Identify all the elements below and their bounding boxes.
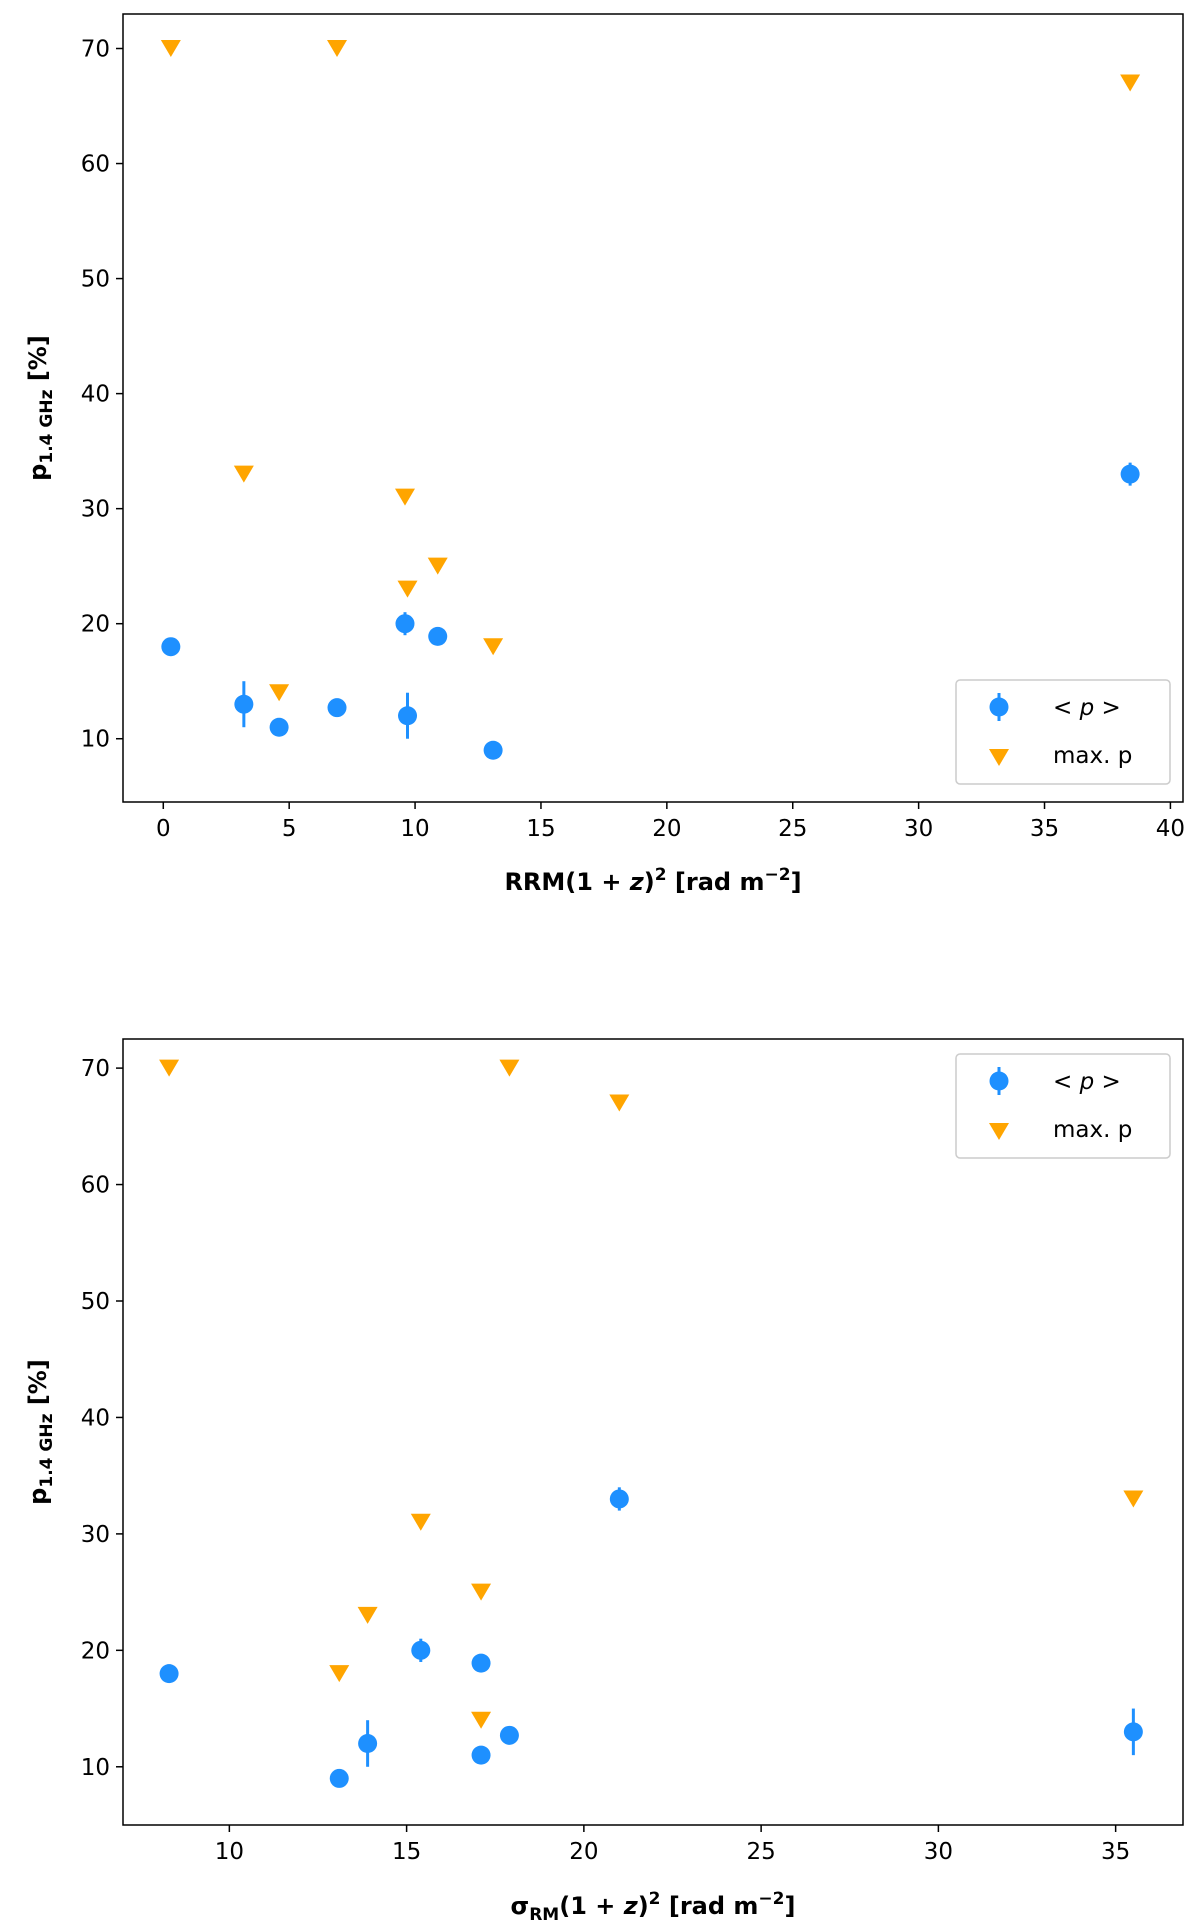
- data-point-mean-p: [499, 1725, 519, 1745]
- x-tick-label: 10: [215, 1839, 244, 1865]
- data-point-max-p: [1123, 1490, 1144, 1508]
- x-tick-label: 30: [904, 816, 933, 842]
- x-tick-label: 35: [1030, 816, 1059, 842]
- data-point-mean-p: [1123, 1722, 1143, 1742]
- data-point-mean-p: [428, 626, 448, 646]
- x-tick-label: 0: [156, 816, 171, 842]
- y-tick-label: 10: [81, 727, 110, 753]
- data-point-mean-p: [358, 1733, 378, 1753]
- data-point-max-p: [233, 465, 254, 483]
- axis-ticks: 10 15 20 25 30 35 10 20 30 40 50 60 70: [81, 1056, 1131, 1865]
- data-point-max-p: [471, 1711, 492, 1729]
- data-point-max-p: [499, 1059, 520, 1077]
- legend: < p > max. p: [955, 679, 1171, 785]
- legend-marker-mean-p: [989, 697, 1009, 717]
- data-markers: [160, 40, 1141, 760]
- y-tick-label: 10: [81, 1755, 110, 1781]
- x-tick-label: 25: [746, 1839, 775, 1865]
- x-tick-label: 20: [569, 1839, 598, 1865]
- x-axis-label: RRM(1 + z)2 [rad m−2]: [504, 865, 801, 896]
- legend-box: [955, 679, 1171, 785]
- data-point-max-p: [397, 580, 418, 598]
- chart-top-rrm: 0 5 10 15 20 25 30 35 40 10 20 30 40 50 60 70 p1.4 GHz …: [24, 13, 1185, 896]
- data-point-mean-p: [1120, 464, 1140, 484]
- x-tick-label: 15: [392, 1839, 421, 1865]
- data-point-mean-p: [269, 717, 289, 737]
- data-point-mean-p: [234, 694, 254, 714]
- data-point-mean-p: [327, 698, 347, 718]
- data-point-max-p: [160, 40, 181, 58]
- y-tick-label: 60: [81, 1173, 110, 1199]
- plot-frame: [122, 1038, 1184, 1826]
- legend-marker-max-p: [989, 1123, 1009, 1140]
- x-tick-label: 10: [400, 816, 429, 842]
- x-tick-label: 20: [652, 816, 681, 842]
- x-tick-label: 5: [282, 816, 297, 842]
- data-markers: [159, 1059, 1144, 1788]
- data-point-mean-p: [483, 740, 503, 760]
- y-tick-label: 20: [81, 612, 110, 638]
- y-tick-label: 70: [81, 37, 110, 63]
- x-axis-label: σRM(1 + z)2 [rad m−2]: [511, 1889, 796, 1925]
- legend-label-max-p: max. p: [1053, 743, 1132, 769]
- axis-ticks: 0 5 10 15 20 25 30 35 40 10 20 30 40 50 60 70: [81, 37, 1185, 842]
- data-point-max-p: [159, 1059, 180, 1077]
- data-point-mean-p: [159, 1664, 179, 1684]
- data-point-max-p: [471, 1583, 492, 1601]
- legend-marker-max-p: [989, 749, 1009, 766]
- data-point-max-p: [394, 488, 415, 506]
- y-axis-label: p1.4 GHz [%]: [24, 335, 57, 481]
- y-tick-label: 30: [81, 1522, 110, 1548]
- data-point-max-p: [483, 638, 504, 656]
- data-point-mean-p: [471, 1653, 491, 1673]
- data-point-mean-p: [471, 1745, 491, 1765]
- x-tick-label: 30: [924, 1839, 953, 1865]
- y-tick-label: 40: [81, 382, 110, 408]
- data-point-max-p: [410, 1513, 431, 1531]
- data-point-mean-p: [395, 614, 415, 634]
- data-point-mean-p: [398, 706, 418, 726]
- data-point-mean-p: [411, 1640, 431, 1660]
- legend-label-mean-p: < p >: [1053, 695, 1121, 721]
- data-point-max-p: [1120, 74, 1141, 92]
- plot-frame: [122, 13, 1184, 803]
- data-point-max-p: [609, 1094, 630, 1112]
- legend-marker-mean-p: [989, 1071, 1009, 1091]
- y-tick-label: 50: [81, 267, 110, 293]
- y-tick-label: 50: [81, 1289, 110, 1315]
- y-tick-label: 30: [81, 497, 110, 523]
- legend: < p > max. p: [955, 1053, 1171, 1159]
- x-tick-label: 25: [778, 816, 807, 842]
- y-axis-label: p1.4 GHz [%]: [24, 1359, 57, 1505]
- y-tick-label: 70: [81, 1056, 110, 1082]
- data-point-max-p: [329, 1665, 350, 1683]
- y-tick-label: 20: [81, 1638, 110, 1664]
- x-tick-label: 35: [1101, 1839, 1130, 1865]
- legend-label-mean-p: < p >: [1053, 1069, 1121, 1095]
- data-point-max-p: [427, 557, 448, 575]
- data-point-max-p: [269, 684, 290, 702]
- legend-label-max-p: max. p: [1053, 1117, 1132, 1143]
- data-point-max-p: [327, 40, 348, 58]
- data-point-mean-p: [609, 1489, 629, 1509]
- data-point-mean-p: [161, 637, 181, 657]
- legend-box: [955, 1053, 1171, 1159]
- x-tick-label: 15: [526, 816, 555, 842]
- y-tick-label: 40: [81, 1405, 110, 1431]
- x-tick-label: 40: [1156, 816, 1185, 842]
- data-point-max-p: [357, 1606, 378, 1624]
- y-tick-label: 60: [81, 152, 110, 178]
- data-point-mean-p: [329, 1768, 349, 1788]
